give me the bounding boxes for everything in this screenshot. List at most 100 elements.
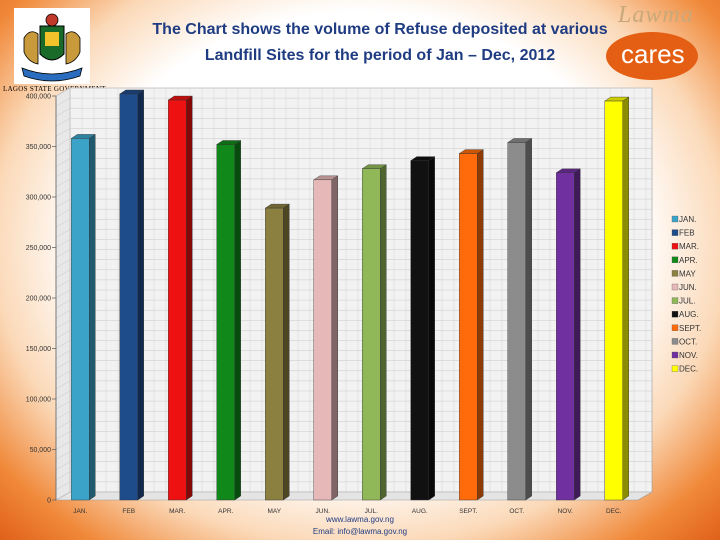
- bar-side-dec: [622, 96, 629, 501]
- gridline-side: [55, 259, 71, 268]
- legend-label: JUN.: [679, 283, 697, 292]
- x-tick-label: MAR.: [169, 508, 185, 515]
- gridline-side: [55, 208, 71, 218]
- legend-swatch: [671, 351, 679, 359]
- logo-oval: [606, 32, 698, 80]
- legend-swatch: [671, 243, 679, 250]
- legend-label: AUG.: [679, 310, 699, 319]
- x-tick-label: DEC.: [606, 508, 622, 515]
- bar-dec: [604, 100, 623, 501]
- lawma-cares-logo: Lawma cares: [594, 2, 704, 84]
- gridline-side: [55, 481, 71, 491]
- x-tick-label: JUN.: [316, 508, 331, 515]
- legend-swatch: [671, 229, 679, 236]
- gridline-side: [55, 431, 71, 440]
- legend-label: APR.: [679, 256, 698, 265]
- legend-swatch: [671, 283, 679, 291]
- legend-label: DEC.: [679, 365, 698, 374]
- gridline-side: [55, 471, 71, 481]
- gridline-side: [55, 219, 71, 228]
- y-tick-label: 400,000: [26, 94, 51, 101]
- gridline-side: [55, 410, 71, 420]
- bar-side-oct: [525, 138, 532, 501]
- legend-label: JUL.: [679, 297, 695, 306]
- gridline-side: [55, 269, 71, 279]
- legend-label: FEB: [679, 229, 695, 238]
- gridline-side: [55, 350, 71, 359]
- x-tick-label: MAY: [267, 508, 281, 515]
- bar-side-feb: [137, 89, 144, 501]
- gridline-side: [55, 461, 71, 470]
- bar-mar: [168, 99, 187, 501]
- bar-side-apr: [234, 140, 241, 501]
- gridline-side: [55, 87, 71, 97]
- x-tick-label: JAN.: [73, 508, 87, 515]
- legend-swatch: [671, 270, 679, 277]
- bar-side-aug: [428, 156, 435, 501]
- gridline-side: [55, 97, 71, 107]
- bar-side-jul: [380, 164, 387, 501]
- y-tick-label: 0: [47, 498, 51, 505]
- bar-side-nov: [574, 168, 581, 501]
- legend-swatch: [671, 365, 679, 372]
- legend-swatch: [671, 256, 679, 263]
- bar-oct: [507, 142, 526, 501]
- bar-sept: [459, 153, 478, 501]
- gridline-side: [55, 380, 71, 390]
- gridline-side: [55, 239, 71, 248]
- x-tick-label: SEPT.: [459, 508, 477, 515]
- legend-swatch: [671, 324, 679, 331]
- y-tick-label: 350,000: [26, 144, 51, 151]
- bar-apr: [216, 144, 235, 501]
- legend-label: MAR.: [679, 242, 699, 251]
- legend-swatch: [671, 215, 679, 223]
- bar-feb: [119, 93, 138, 501]
- legend-swatch: [671, 338, 679, 345]
- legend-label: OCT.: [679, 337, 697, 346]
- gridline-side: [55, 138, 71, 147]
- bar-jun: [313, 179, 332, 501]
- footer-website[interactable]: www.lawma.gov.ng: [326, 515, 394, 524]
- y-tick-label: 300,000: [26, 195, 51, 202]
- gridline-side: [55, 441, 71, 450]
- legend-label: NOV.: [679, 351, 698, 360]
- bar-side-jan: [89, 134, 96, 501]
- gridline-side: [55, 198, 71, 208]
- gridline-side: [55, 360, 71, 369]
- gridline-side: [55, 289, 71, 299]
- slide-title-line-1: The Chart shows the volume of Refuse dep…: [152, 21, 608, 38]
- legend-swatch: [671, 311, 679, 318]
- bar-aug: [410, 160, 429, 501]
- gridline-side: [55, 451, 71, 460]
- gridline-side: [55, 279, 71, 289]
- y-tick-label: 150,000: [26, 346, 51, 353]
- bar-may: [265, 207, 284, 501]
- legend-label: MAY: [679, 269, 696, 278]
- gridline-side: [55, 491, 71, 501]
- bar-nov: [556, 172, 575, 501]
- bar-side-jun: [331, 175, 338, 501]
- y-tick-label: 200,000: [26, 296, 51, 303]
- footer-email[interactable]: Email: info@lawma.gov.ng: [312, 527, 408, 536]
- logo-cares-text: cares: [621, 39, 685, 69]
- gridline-side: [55, 309, 71, 319]
- x-tick-label: APR.: [218, 508, 233, 515]
- gridline-side: [55, 118, 71, 127]
- bar-side-sept: [477, 149, 484, 501]
- gridline-side: [55, 421, 71, 430]
- gridline-side: [55, 158, 71, 167]
- x-tick-label: NOV.: [558, 508, 573, 515]
- footer: www.lawma.gov.ng Email: info@lawma.gov.n…: [260, 514, 460, 538]
- y-tick-label: 50,000: [30, 447, 52, 454]
- gridline-side: [55, 340, 71, 349]
- x-tick-label: OCT.: [509, 508, 524, 515]
- legend-label: SEPT.: [679, 324, 701, 333]
- gridline-side: [55, 390, 71, 400]
- x-tick-label: JUL.: [365, 508, 379, 515]
- bar-side-may: [283, 203, 290, 501]
- gridline-side: [55, 330, 71, 339]
- crest-caption: LAGOS STATE GOVERNMENT: [3, 85, 106, 93]
- bar-jul: [362, 168, 381, 501]
